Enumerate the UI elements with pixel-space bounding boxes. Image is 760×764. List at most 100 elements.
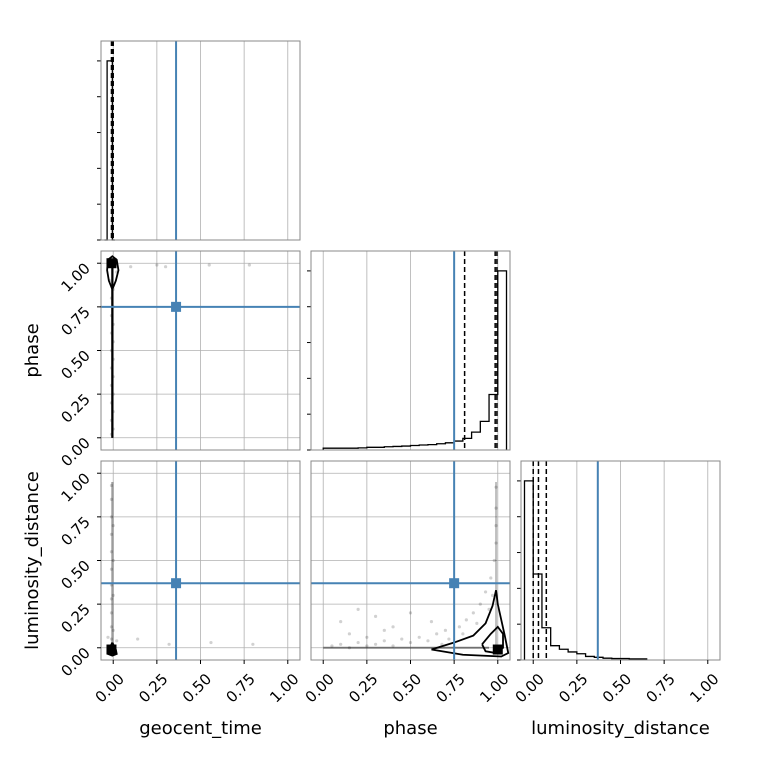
sample-point [251,642,255,646]
sample-point [494,541,498,545]
y-tick-label: 0.50 [57,557,93,593]
y-tick-label: 0.25 [57,600,93,636]
sample-point [167,642,171,646]
sample-point [339,642,343,646]
sample-point [464,618,468,622]
y-tick-label: 0.50 [57,347,93,383]
sample-point [365,644,369,648]
y-axis-label-phase: phase [22,323,43,377]
sample-point [435,632,439,636]
sample-point [487,607,491,611]
sample-point [109,611,114,615]
contour-inner [481,625,504,654]
x-axis-label-luminosity_distance: luminosity_distance [531,718,710,739]
x-tick-label: 0.25 [135,670,171,706]
y-tick-label: 0.75 [57,513,93,549]
x-tick-label: 0.00 [512,670,548,706]
sample-point [373,642,378,646]
histogram-panel-geocent_time [100,40,301,241]
sample-point [492,558,496,563]
y-tick-label: 0.00 [57,434,93,470]
sample-point [155,263,159,267]
sample-point [443,628,448,632]
sample-point [429,619,434,624]
y-tick-label: 1.00 [57,259,93,295]
y-axis-label-luminosity_distance: luminosity_distance [22,471,43,650]
sample-point [209,640,213,645]
x-axis-label-phase: phase [383,718,437,739]
sample-point [483,590,488,594]
sample-point [382,639,386,643]
sample-point [115,639,119,643]
sample-point [494,506,498,510]
sample-point [109,597,114,601]
sample-point [109,550,114,554]
sample-point [489,576,493,580]
sample-point [339,619,343,624]
mode-marker [106,258,117,269]
sample-point [247,263,251,267]
x-tick-label: 0.50 [599,670,635,706]
sample-point [461,632,465,636]
x-tick-label: 1.00 [686,670,722,706]
contour-outer [431,589,510,658]
x-tick-label: 0.75 [643,670,679,706]
x-tick-label: 0.25 [345,670,381,706]
sample-point [106,635,110,639]
sample-point [356,640,360,645]
x-tick-label: 0.50 [389,670,425,706]
x-tick-label: 0.00 [302,670,338,706]
sample-point [494,485,498,489]
sample-point [382,628,386,632]
y-tick-label: 0.25 [57,390,93,426]
mode-marker [106,644,117,655]
sample-point [109,515,114,519]
sample-point [109,497,114,502]
sample-point [109,532,114,536]
sample-point [373,614,378,618]
sample-point [109,637,114,641]
sample-point [109,483,114,488]
sample-point [129,265,133,269]
x-tick-label: 0.25 [555,670,591,706]
sample-point [356,607,360,611]
sample-point [109,625,114,629]
sample-point [111,593,115,598]
sample-point [391,625,395,629]
sample-point [478,602,482,606]
y-tick-label: 0.75 [57,303,93,339]
sample-point [136,637,140,641]
sample-point [391,644,395,648]
sample-point [365,635,369,639]
x-tick-label: 0.50 [179,670,215,706]
sample-point [111,628,115,632]
histogram-luminosity_distance [523,480,648,660]
y-tick-label: 0.00 [57,644,93,680]
sample-point [457,625,461,629]
truth-marker [171,578,182,589]
sample-point [111,523,115,528]
sample-point [426,639,430,643]
sample-point [408,640,413,645]
sample-point [330,644,334,648]
sample-point [347,646,352,650]
sample-point [490,593,495,598]
sample-point [207,263,211,267]
x-axis-label-geocent_time: geocent_time [139,718,262,739]
sample-point [475,621,479,625]
sample-point [447,637,451,641]
sample-point [347,632,352,636]
truth-marker [171,301,182,312]
x-tick-label: 0.75 [433,670,469,706]
sample-point [408,611,413,615]
x-tick-label: 0.00 [92,670,128,706]
sample-point [109,567,114,571]
sample-point [111,558,115,563]
mode-marker [492,644,503,655]
x-tick-label: 0.75 [223,670,259,706]
truth-marker [449,578,460,589]
x-tick-label: 1.00 [266,670,302,706]
sample-point [163,265,168,269]
